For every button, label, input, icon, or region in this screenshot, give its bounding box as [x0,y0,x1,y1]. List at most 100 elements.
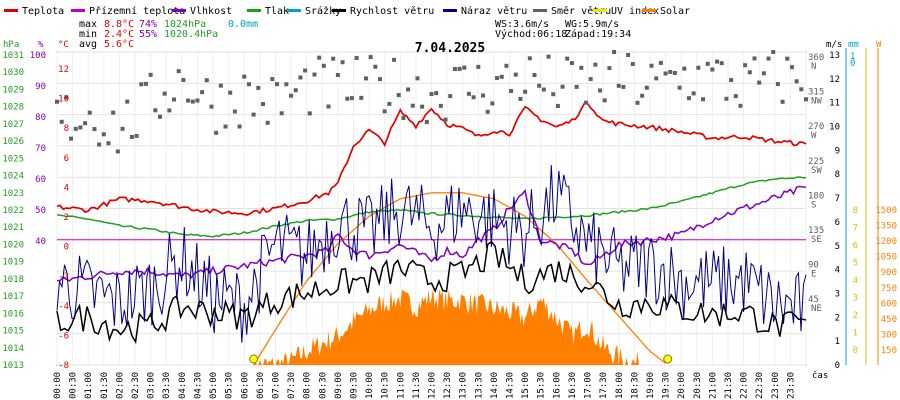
wind-direction-point [354,55,359,60]
axis-tick-label: 150 [881,346,897,356]
wind-direction-point [83,121,88,126]
wind-direction-point [396,93,401,98]
axis-tick-label: 45 [808,295,819,305]
wind-direction-point [775,82,780,87]
wind-direction-point [97,142,102,147]
axis-tick-label: 9 [835,146,840,156]
x-tick-label: 22:00 [740,372,750,399]
wind-direction-point [513,72,518,77]
axis-tick-label: 360 [808,53,824,63]
wind-direction-point [251,112,256,117]
axis-tick-label: 1023 [2,189,24,199]
wind-direction-point [504,63,509,68]
x-tick-label: 03:30 [162,372,172,399]
x-tick-label: 03:00 [147,372,157,399]
stats-wind-gust: WG:5.9m/s [565,19,619,30]
legend-label: Solar [660,6,690,17]
x-tick-label: 20:30 [693,372,703,399]
wind-direction-point [335,73,340,78]
axis-tick-label: 4 [64,183,69,193]
wind-direction-point [607,66,612,71]
wind-direction-point [672,70,677,75]
temperature-axis-title: °C [58,40,69,50]
wind-direction-point [518,96,523,101]
wind-direction-point [284,82,289,87]
axis-tick-label: 600 [881,299,897,309]
axis-tick-label: 2 [835,313,840,323]
wind-direction-point [195,98,200,103]
wind-direction-point [228,90,233,95]
axis-tick-label: 2 [64,213,69,223]
daily-stats: max 8.8°C 74% 1024hPa min 2.4°C 55% 1020.4hPa av… [79,19,631,50]
series-wind-speed [56,240,807,345]
wind-direction-point [476,64,481,69]
chart-title: 7.04.2025 [415,41,485,56]
legend-label: Srážky [305,5,341,17]
wind-direction-point [275,82,280,87]
wind-direction-point [157,114,162,119]
axis-tick-label: 1026 [2,137,24,147]
wind-direction-point [658,60,663,65]
legend-item: Směr větru [533,5,611,17]
x-tick-label: 19:30 [662,372,672,399]
axis-tick-label: 8 [853,206,858,216]
wind-direction-point [785,56,790,61]
wind-direction-point [509,89,514,94]
wind-direction-point [256,85,261,90]
legend-swatch [443,9,457,12]
wind-direction-point [232,109,237,114]
wind-direction-point [200,90,205,95]
wind-direction-point [466,91,471,96]
wind-direction-point [799,87,804,92]
x-tick-label: 07:00 [271,372,281,399]
axis-tick-label: SW [811,166,822,176]
wind-direction-point [307,111,312,116]
axis-tick-label: NW [811,97,822,107]
wind-direction-point [172,97,177,102]
legend: Teplota Přízemní teplota Vlhkost Tlak Srážky… [4,5,690,17]
wind-direction-point [434,91,439,96]
legend-swatch [332,9,346,12]
axis-tick-label: 8 [64,124,69,134]
wind-direction-point [757,80,762,85]
wind-direction-point [186,98,191,103]
axis-tick-label: -8 [58,361,69,371]
stats-sunset: Západ:19:34 [565,28,631,40]
axis-tick-label: 90 [35,82,46,92]
wind-direction-point [551,92,556,97]
wind-direction-point [743,63,748,68]
stats-max-pressure: 1024hPa [164,19,206,30]
wind-direction-point [289,93,294,98]
legend-swatch [533,9,547,12]
legend-label: Rychlost větru [350,5,434,17]
wind-direction-point [579,65,584,70]
solar-axis-title: W [876,40,882,50]
wind-direction-point [654,76,659,81]
wind-direction-point [523,89,528,94]
x-tick-label: 20:00 [677,372,687,399]
wind-direction-point [246,82,251,87]
wind-direction-point [115,149,120,154]
x-tick-label: 15:30 [537,372,547,399]
legend-label: Náraz větru [461,5,527,17]
wind-direction-point [771,50,776,55]
stats-avg-label: avg [79,39,97,50]
wind-direction-point [59,119,64,124]
x-tick-label: 09:00 [334,372,344,399]
axis-tick-label: 225 [808,157,824,167]
sunset-marker [663,354,673,364]
axis-tick-label: S [811,200,816,210]
axis-tick-label: 1020 [2,240,24,250]
axis-tick-label: N [811,62,816,72]
wind-direction-point [359,95,364,100]
wind-direction-point [143,81,148,86]
wind-direction-point [204,78,209,83]
wind-direction-point [321,63,326,68]
wind-direction-point [668,69,673,74]
wind-direction-point [134,133,139,138]
wind-direction-point [705,61,710,66]
x-tick-label: 08:00 [303,372,313,399]
axis-tick-label: 1200 [875,237,897,247]
wind-direction-point [420,104,425,109]
